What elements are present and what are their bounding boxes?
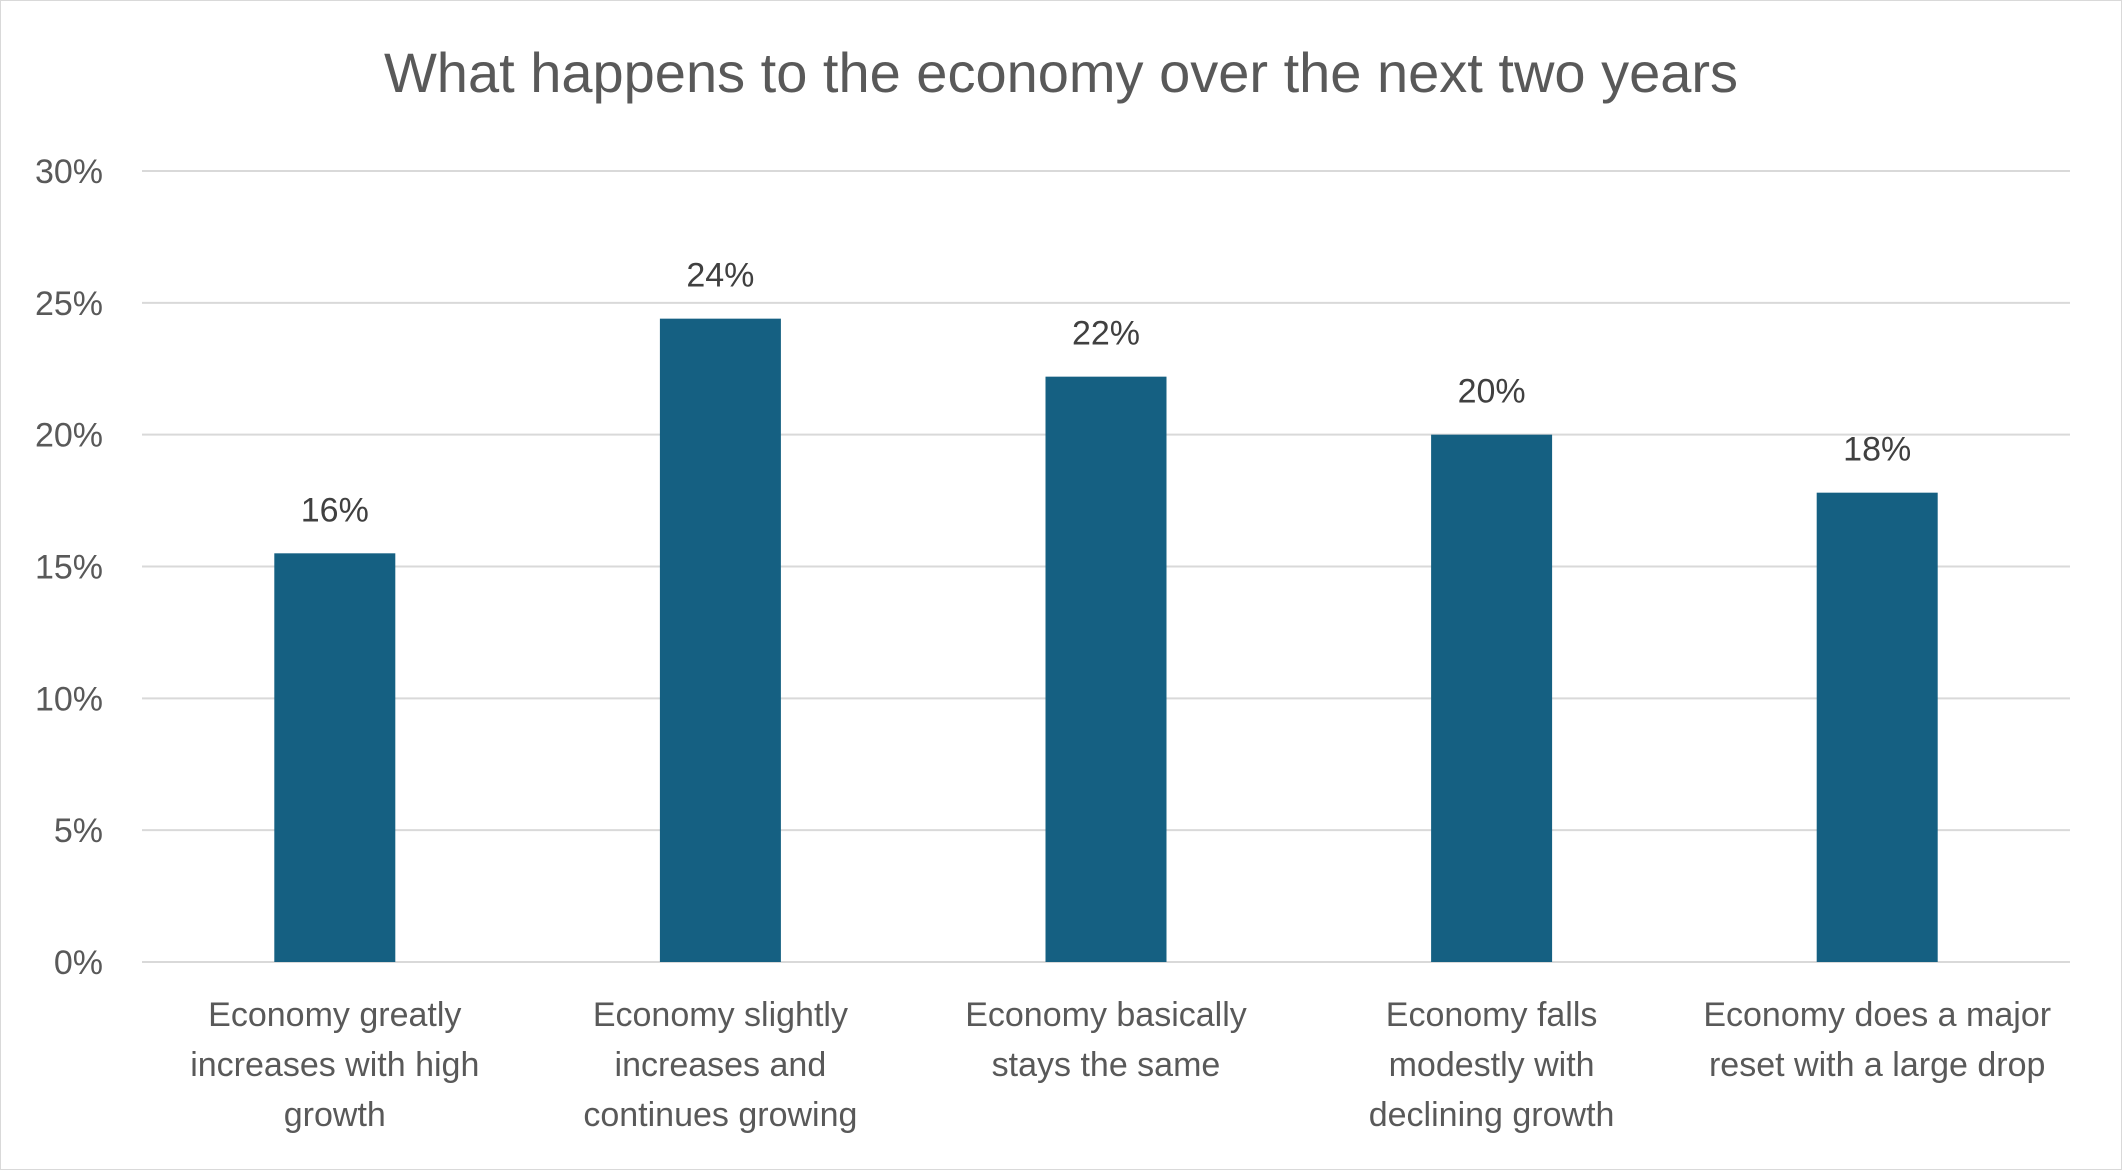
category-label-line: Economy greatly [208,996,461,1034]
chart-title: What happens to the economy over the nex… [384,41,1738,104]
bar [1045,376,1167,962]
y-tick-label: 0% [54,944,103,982]
y-tick-label: 25% [35,285,103,323]
category-label-line: declining growth [1369,1096,1615,1134]
category-label-line: growth [284,1096,386,1134]
data-label: 24% [686,257,754,295]
data-label: 16% [301,491,369,529]
category-label-line: Economy does a major [1703,996,2051,1034]
y-tick-label: 20% [35,417,103,455]
bar [1431,434,1553,963]
y-axis-tick-labels: 0% 5% 10% 15% 20% 25% 30% [35,153,103,982]
y-tick-label: 15% [35,549,103,587]
bar [659,318,781,962]
category-label-line: continues growing [583,1096,857,1134]
category-label-line: Economy slightly [593,996,848,1034]
data-label: 18% [1843,431,1911,469]
bar [1816,492,1938,962]
category-label-line: Economy falls [1386,996,1598,1034]
x-axis-category-labels: Economy greatly increases with high growth… [190,996,2051,1134]
category-label-line: stays the same [992,1046,1221,1084]
data-labels: 16% 24% 22% 20% 18% [301,257,1911,530]
bars [274,318,1938,963]
category-label-line: increases with high [190,1046,479,1084]
bar [274,553,396,962]
data-label: 20% [1458,373,1526,411]
y-tick-label: 10% [35,680,103,718]
data-label: 22% [1072,315,1140,353]
category-label-line: increases and [615,1046,827,1084]
category-label-line: modestly with [1389,1046,1595,1084]
y-tick-label: 5% [54,812,103,850]
category-label-line: Economy basically [965,996,1247,1034]
y-tick-label: 30% [35,153,103,191]
category-label-line: reset with a large drop [1709,1046,2045,1084]
